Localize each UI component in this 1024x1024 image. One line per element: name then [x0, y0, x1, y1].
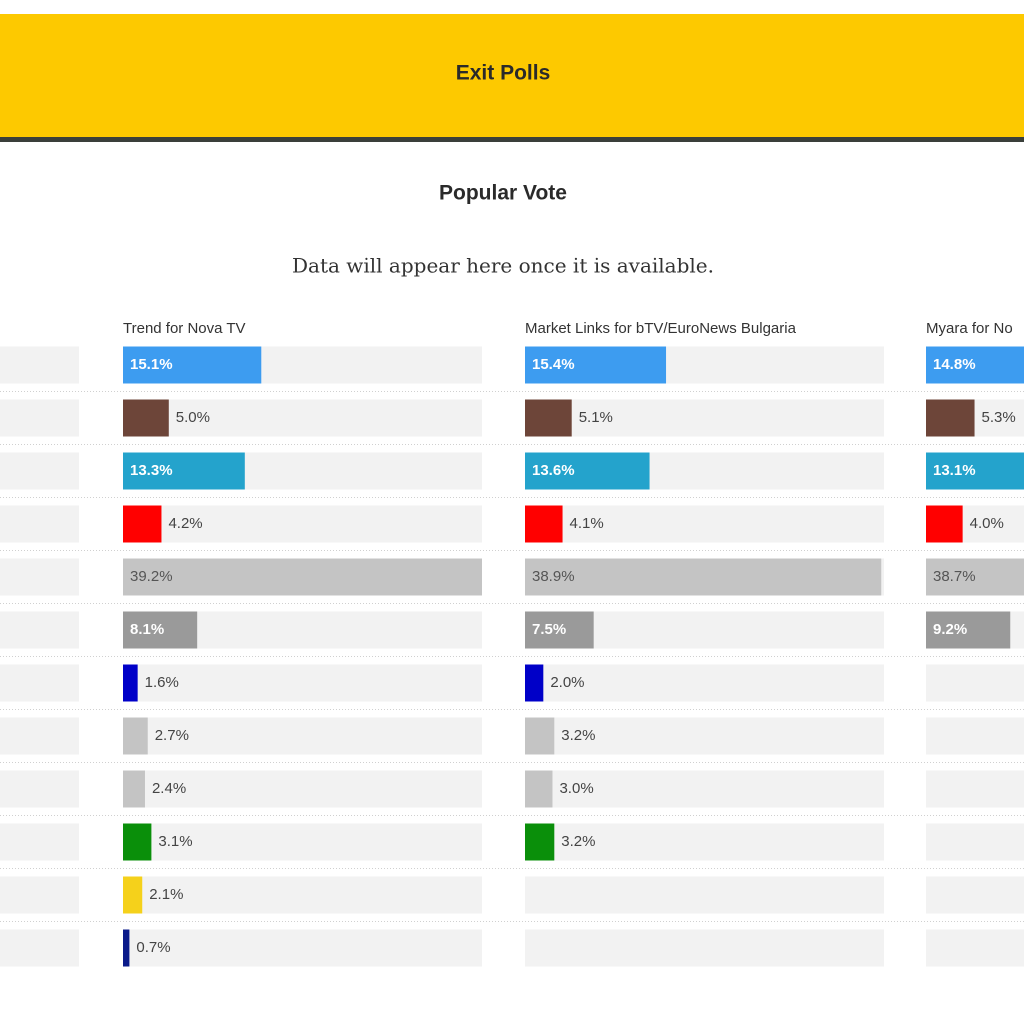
bar — [123, 505, 162, 543]
bar — [123, 346, 262, 384]
row-background — [0, 876, 79, 914]
bar — [123, 664, 138, 702]
value-label: 2.7% — [155, 727, 189, 744]
bar — [123, 717, 148, 755]
value-label: 5.1% — [579, 409, 613, 426]
row-background — [926, 664, 1024, 702]
row-background — [525, 823, 884, 861]
value-label: 13.6% — [532, 462, 575, 479]
row-background — [0, 399, 79, 437]
bar — [525, 399, 572, 437]
value-label: 3.2% — [561, 727, 595, 744]
bar — [123, 558, 482, 596]
bar — [123, 929, 130, 967]
bar — [926, 399, 975, 437]
value-label: 15.4% — [532, 356, 575, 373]
row-background — [123, 717, 482, 755]
bar — [123, 876, 143, 914]
bar — [926, 452, 1024, 490]
value-label: 3.2% — [561, 833, 595, 850]
value-label: 38.7% — [933, 568, 976, 585]
row-background — [525, 505, 884, 543]
value-label: 15.1% — [130, 356, 173, 373]
bar — [926, 611, 1011, 649]
row-background — [926, 823, 1024, 861]
value-label: 39.2% — [130, 568, 173, 585]
value-label: 3.1% — [158, 833, 192, 850]
bar — [525, 346, 667, 384]
value-label: 38.9% — [532, 568, 575, 585]
row-background — [0, 558, 79, 596]
value-label: 13.1% — [933, 462, 976, 479]
chart-title: Myara for No — [926, 320, 1013, 337]
section-title: Popular Vote — [439, 182, 567, 205]
row-background — [926, 876, 1024, 914]
header-title: Exit Polls — [456, 62, 551, 85]
row-background — [123, 399, 482, 437]
bar — [926, 558, 1024, 596]
row-background — [0, 611, 79, 649]
value-label: 4.0% — [970, 515, 1004, 532]
message: Data will appear here once it is availab… — [292, 254, 714, 278]
row-background — [0, 505, 79, 543]
value-label: 2.1% — [149, 886, 183, 903]
row-background — [926, 717, 1024, 755]
bar — [525, 505, 563, 543]
bar — [525, 452, 650, 490]
row-background — [123, 929, 482, 967]
row-background — [0, 717, 79, 755]
row-background — [525, 876, 884, 914]
row-background — [926, 770, 1024, 808]
value-label: 14.8% — [933, 356, 976, 373]
row-background — [525, 770, 884, 808]
bar — [525, 770, 553, 808]
row-background — [123, 505, 482, 543]
value-label: 2.4% — [152, 780, 186, 797]
value-label: 5.3% — [982, 409, 1016, 426]
row-background — [525, 399, 884, 437]
bar — [123, 823, 152, 861]
value-label: 8.1% — [130, 621, 164, 638]
header-bar — [0, 14, 1024, 137]
row-background — [0, 346, 79, 384]
row-background — [0, 823, 79, 861]
bar — [525, 717, 555, 755]
bar — [525, 664, 544, 702]
bar — [123, 770, 145, 808]
value-label: 2.0% — [550, 674, 584, 691]
row-background — [926, 929, 1024, 967]
value-label: 0.7% — [136, 939, 170, 956]
bar — [525, 558, 882, 596]
row-background — [123, 823, 482, 861]
bar — [525, 823, 555, 861]
row-background — [0, 452, 79, 490]
bar — [123, 452, 245, 490]
row-background — [123, 770, 482, 808]
bar — [926, 505, 963, 543]
value-label: 13.3% — [130, 462, 173, 479]
chart-title: Trend for Nova TV — [123, 320, 246, 337]
row-background — [0, 664, 79, 702]
bar — [123, 611, 198, 649]
value-label: 7.5% — [532, 621, 566, 638]
row-background — [525, 717, 884, 755]
bar — [525, 611, 594, 649]
value-label: 9.2% — [933, 621, 967, 638]
row-background — [123, 664, 482, 702]
row-background — [525, 664, 884, 702]
value-label: 4.2% — [168, 515, 202, 532]
chart-title: Market Links for bTV/EuroNews Bulgaria — [525, 320, 797, 337]
bar — [926, 346, 1024, 384]
row-background — [525, 929, 884, 967]
value-label: 4.1% — [570, 515, 604, 532]
row-background — [0, 770, 79, 808]
row-background — [123, 876, 482, 914]
value-label: 3.0% — [559, 780, 593, 797]
value-label: 5.0% — [176, 409, 210, 426]
header-border — [0, 137, 1024, 142]
value-label: 1.6% — [145, 674, 179, 691]
bar — [123, 399, 169, 437]
row-background — [0, 929, 79, 967]
